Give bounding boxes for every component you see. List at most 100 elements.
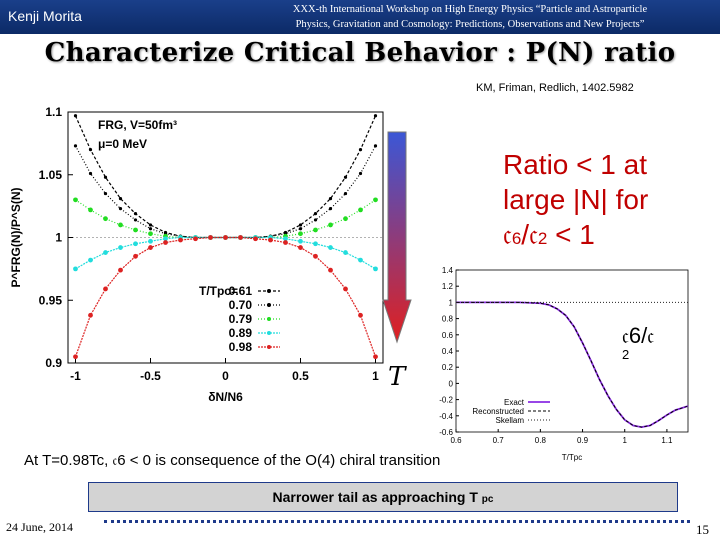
data-point [178, 237, 183, 243]
legend-marker [267, 289, 271, 293]
x-tick-label: 0.6 [450, 436, 462, 445]
data-point [373, 354, 378, 360]
c6-c2-text: 𝔠6/𝔠 [622, 323, 655, 348]
slide-title: Characterize Critical Behavior : P(N) ra… [44, 38, 676, 68]
data-point [238, 235, 243, 240]
data-point [103, 250, 108, 255]
data-point [358, 207, 363, 213]
x-tick-label: 0.5 [292, 369, 309, 383]
data-point [103, 175, 108, 179]
data-point [343, 216, 348, 222]
data-point [283, 240, 288, 245]
data-point [88, 148, 93, 152]
data-point [103, 191, 108, 196]
c6-c2-chart: -0.6 -0.4 -0.2 0 0.2 0.4 0.6 0.8 1 1.2 1.4 0.6 0.7 0.… [439, 266, 689, 462]
data-point [133, 227, 138, 233]
data-point [298, 223, 303, 227]
x-tick-label: 0.8 [535, 436, 547, 445]
data-point [118, 222, 123, 228]
y-tick-label: -0.4 [439, 412, 453, 421]
data-point [133, 241, 138, 247]
legend-label: Reconstructed [472, 407, 524, 416]
data-point [373, 197, 378, 203]
probability-ratio-chart: -1 -0.5 0 0.5 1 0.9 0.95 1 1.05 1.1 δN/N6 P^FRG(N)/… [9, 105, 384, 404]
conference-line-2: Physics, Gravitation and Cosmology: Pred… [295, 19, 645, 30]
data-point [343, 250, 348, 255]
data-point [358, 148, 363, 152]
x-tick-label: 0.9 [577, 436, 589, 445]
data-point [208, 235, 213, 240]
citation: KM, Friman, Redlich, 1402.5982 [476, 82, 634, 94]
data-point [73, 354, 78, 360]
c6-subscript: 6 [511, 229, 522, 248]
legend-label: Skellam [496, 416, 525, 425]
y-tick-label: -0.2 [439, 396, 453, 405]
ratio-line-2: large |N| for [503, 184, 649, 215]
y-tick-label: -0.6 [439, 428, 453, 437]
data-point [298, 245, 303, 250]
y-tick-label: 1.4 [442, 266, 454, 275]
data-point [343, 175, 348, 179]
data-point [148, 238, 153, 244]
temperature-arrow [382, 131, 412, 344]
series-line-0.98 [74, 236, 377, 357]
legend-marker [267, 303, 271, 307]
conference-title: XXX-th International Workshop on High En… [230, 2, 710, 32]
data-point [328, 267, 333, 273]
data-point [313, 227, 318, 233]
data-point [118, 245, 123, 250]
footer-date: 24 June, 2014 [6, 520, 73, 534]
data-point [103, 286, 108, 292]
ratio-line-3: 𝔠6/𝔠2 < 1 [503, 217, 648, 256]
data-point [313, 253, 318, 259]
y-axis-label: P^FRG(N)/P^S(N) [9, 187, 23, 287]
y-tick-label: 0.4 [442, 347, 454, 356]
data-point [73, 114, 78, 118]
data-point [148, 227, 153, 231]
legend-marker [267, 345, 271, 349]
legend-marker [267, 317, 271, 321]
series-line-reconstructed [456, 301, 689, 428]
data-point [88, 207, 93, 213]
data-point [88, 257, 93, 263]
y-tick-label: 0.8 [442, 315, 454, 324]
page-number: 15 [696, 522, 709, 537]
data-point [313, 241, 318, 247]
data-point [193, 236, 198, 242]
y-tick-label: 0.9 [45, 356, 62, 370]
data-point [223, 235, 228, 240]
annotation-frg: FRG, V=50fm³ [98, 118, 177, 132]
legend-label: 0.89 [229, 326, 253, 340]
x-tick-label: 1 [372, 369, 379, 383]
less-than-one: < 1 [547, 219, 595, 250]
x-tick-label: 1 [623, 436, 628, 445]
data-point [163, 236, 168, 242]
c6-c2-label: 𝔠6/𝔠 2 [622, 323, 655, 362]
y-tick-label: 1.2 [442, 282, 454, 291]
legend-label: 0.61 [229, 284, 253, 298]
c6-c2-plot-area: -0.6 -0.4 -0.2 0 0.2 0.4 0.6 0.8 1 1.2 1.4 0.6 0.7 0.… [439, 266, 689, 462]
x-axis-label: δN/N6 [208, 390, 243, 404]
c6-c2-subscript: 2 [622, 347, 630, 362]
c2-symbol: /𝔠 [521, 219, 538, 250]
data-point [358, 171, 363, 176]
data-point [133, 253, 138, 259]
data-point [88, 312, 93, 318]
data-point [148, 223, 153, 227]
data-point [358, 312, 363, 318]
annotation-mu: μ=0 MeV [98, 137, 147, 151]
data-point [73, 144, 78, 148]
conference-line-1: XXX-th International Workshop on High En… [292, 4, 648, 15]
x-tick-label: -1 [70, 369, 81, 383]
x-tick-label: 1.1 [661, 436, 673, 445]
chiral-transition-statement: At T=0.98Tc, 𝔠6 < 0 is consequence of th… [24, 452, 441, 469]
footer-divider [104, 520, 690, 523]
data-point [118, 207, 123, 211]
data-point [328, 222, 333, 228]
conclusion-box: Narrower tail as approaching T pc [88, 482, 678, 512]
x-axis-label: T/Tpc [562, 453, 582, 462]
data-point [118, 267, 123, 273]
y-tick-label: 0.95 [39, 293, 63, 307]
data-point [118, 196, 123, 201]
y-tick-label: 0 [449, 379, 454, 388]
